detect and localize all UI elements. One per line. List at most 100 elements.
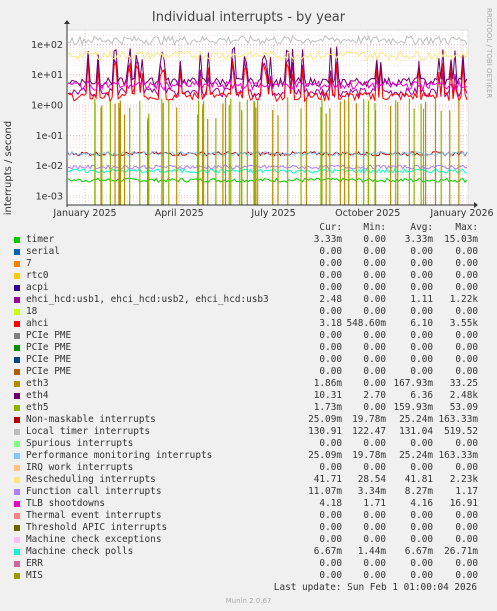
legend-value-min: 0.00 <box>363 294 386 305</box>
legend-series-name: timer <box>26 234 55 245</box>
legend-row: acpi 0.00 0.00 0.00 0.00 <box>0 282 497 294</box>
series-line <box>67 34 468 47</box>
legend-swatch <box>14 417 20 423</box>
legend-value-max: 0.00 <box>455 558 478 569</box>
legend-value-max: 2.23k <box>449 474 478 485</box>
legend-swatch <box>14 273 20 279</box>
legend-row: MIS 0.00 0.00 0.00 0.00 <box>0 570 497 582</box>
legend-series-name: eth4 <box>26 390 49 401</box>
legend-value-min: 0.00 <box>363 462 386 473</box>
legend-row: Machine check polls 6.67m 1.44m 6.67m 26.71m <box>0 546 497 558</box>
legend-swatch <box>14 381 20 387</box>
legend-value-avg: 0.00 <box>410 270 433 281</box>
legend-row: Thermal event interrupts 0.00 0.00 0.00 0.00 <box>0 510 497 522</box>
legend-swatch <box>14 297 20 303</box>
legend-value-max: 0.00 <box>455 246 478 257</box>
x-tick-label: January 2025 <box>52 208 116 219</box>
legend-swatch <box>14 525 20 531</box>
legend-value-cur: 0.00 <box>319 522 342 533</box>
legend-series-name: 18 <box>26 306 38 317</box>
legend-value-avg: 0.00 <box>410 246 433 257</box>
legend-value-cur: 3.18 <box>319 318 342 329</box>
x-tick-label: April 2025 <box>155 208 204 219</box>
legend-column-header: Min: <box>363 222 386 233</box>
legend-swatch <box>14 465 20 471</box>
legend-value-cur: 0.00 <box>319 246 342 257</box>
legend-swatch <box>14 285 20 291</box>
legend-value-cur: 0.00 <box>319 366 342 377</box>
plot-background <box>67 30 468 205</box>
legend-swatch <box>14 549 20 555</box>
series-line <box>67 49 468 62</box>
legend-value-cur: 41.71 <box>313 474 342 485</box>
legend-value-max: 0.00 <box>455 438 478 449</box>
legend-value-max: 0.00 <box>455 306 478 317</box>
legend-value-cur: 0.00 <box>319 306 342 317</box>
legend-value-cur: 0.00 <box>319 510 342 521</box>
legend-swatch <box>14 537 20 543</box>
legend-value-min: 0.00 <box>363 342 386 353</box>
legend-value-min: 0.00 <box>363 282 386 293</box>
legend-series-name: PCIe PME <box>26 366 72 377</box>
legend-series-name: MIS <box>26 570 43 581</box>
legend-value-min: 0.00 <box>363 438 386 449</box>
legend-value-max: 0.00 <box>455 330 478 341</box>
legend-swatch <box>14 453 20 459</box>
legend-value-min: 0.00 <box>363 330 386 341</box>
y-axis-arrow <box>64 20 70 24</box>
legend-row: Local timer interrupts 130.91 122.47 131.04… <box>0 426 497 438</box>
legend-series-name: acpi <box>26 282 49 293</box>
legend-value-cur: 0.00 <box>319 534 342 545</box>
y-tick-label: 1e-03 <box>36 191 63 202</box>
munin-version: Munin 2.0.67 <box>225 597 272 605</box>
legend-swatch <box>14 561 20 567</box>
legend-value-avg: 0.00 <box>410 438 433 449</box>
legend-swatch <box>14 429 20 435</box>
legend-value-min: 2.70 <box>363 390 386 401</box>
legend-column-header: Avg: <box>410 222 433 233</box>
legend-row: PCIe PME 0.00 0.00 0.00 0.00 <box>0 330 497 342</box>
legend-value-avg: 41.81 <box>404 474 433 485</box>
series-line <box>67 46 468 88</box>
chart-title: Individual interrupts - by year <box>151 10 346 25</box>
legend-swatch <box>14 573 20 579</box>
legend-value-cur: 4.18 <box>319 498 342 509</box>
legend-series-name: Threshold APIC interrupts <box>26 522 168 533</box>
legend-row: Performance monitoring interrupts 25.09m 1… <box>0 450 497 462</box>
series-line <box>68 164 467 171</box>
series-line <box>67 168 468 174</box>
legend-row: 7 0.00 0.00 0.00 0.00 <box>0 258 497 270</box>
legend-value-cur: 0.00 <box>319 354 342 365</box>
legend-row: PCIe PME 0.00 0.00 0.00 0.00 <box>0 354 497 366</box>
legend-series-name: rtc0 <box>26 270 49 281</box>
legend-value-min: 0.00 <box>363 510 386 521</box>
legend-value-max: 0.00 <box>455 510 478 521</box>
series-line <box>67 79 468 92</box>
legend-swatch <box>14 309 20 315</box>
legend-value-min: 0.00 <box>363 354 386 365</box>
legend-value-cur: 0.00 <box>319 258 342 269</box>
plot-area: January 2025 April 2025 July 2025 October 2… <box>31 20 494 219</box>
legend-value-cur: 10.31 <box>313 390 342 401</box>
legend-row: rtc0 0.00 0.00 0.00 0.00 <box>0 270 497 282</box>
legend-value-max: 519.52 <box>444 426 478 437</box>
legend-value-max: 0.00 <box>455 522 478 533</box>
legend-series-name: IRQ work interrupts <box>26 462 134 473</box>
legend-value-cur: 25.09m <box>308 450 342 461</box>
legend-value-max: 0.00 <box>455 258 478 269</box>
legend-series-name: ahci <box>26 318 49 329</box>
legend-series-name: TLB shootdowns <box>26 498 106 509</box>
legend-value-cur: 1.73m <box>313 402 342 413</box>
x-axis-arrow <box>474 202 478 208</box>
legend-value-cur: 25.09m <box>308 414 342 425</box>
legend-value-max: 33.25 <box>449 378 478 389</box>
legend-value-avg: 3.33m <box>404 234 433 245</box>
legend-row: eth5 1.73m 0.00 159.93m 53.09 <box>0 402 497 414</box>
y-tick-label: 1e+01 <box>31 70 63 81</box>
legend-swatch <box>14 393 20 399</box>
legend-row: serial 0.00 0.00 0.00 0.00 <box>0 246 497 258</box>
legend-swatch <box>14 261 20 267</box>
legend-value-avg: 0.00 <box>410 558 433 569</box>
legend-value-max: 163.33m <box>438 414 478 425</box>
legend-value-min: 28.54 <box>357 474 386 485</box>
